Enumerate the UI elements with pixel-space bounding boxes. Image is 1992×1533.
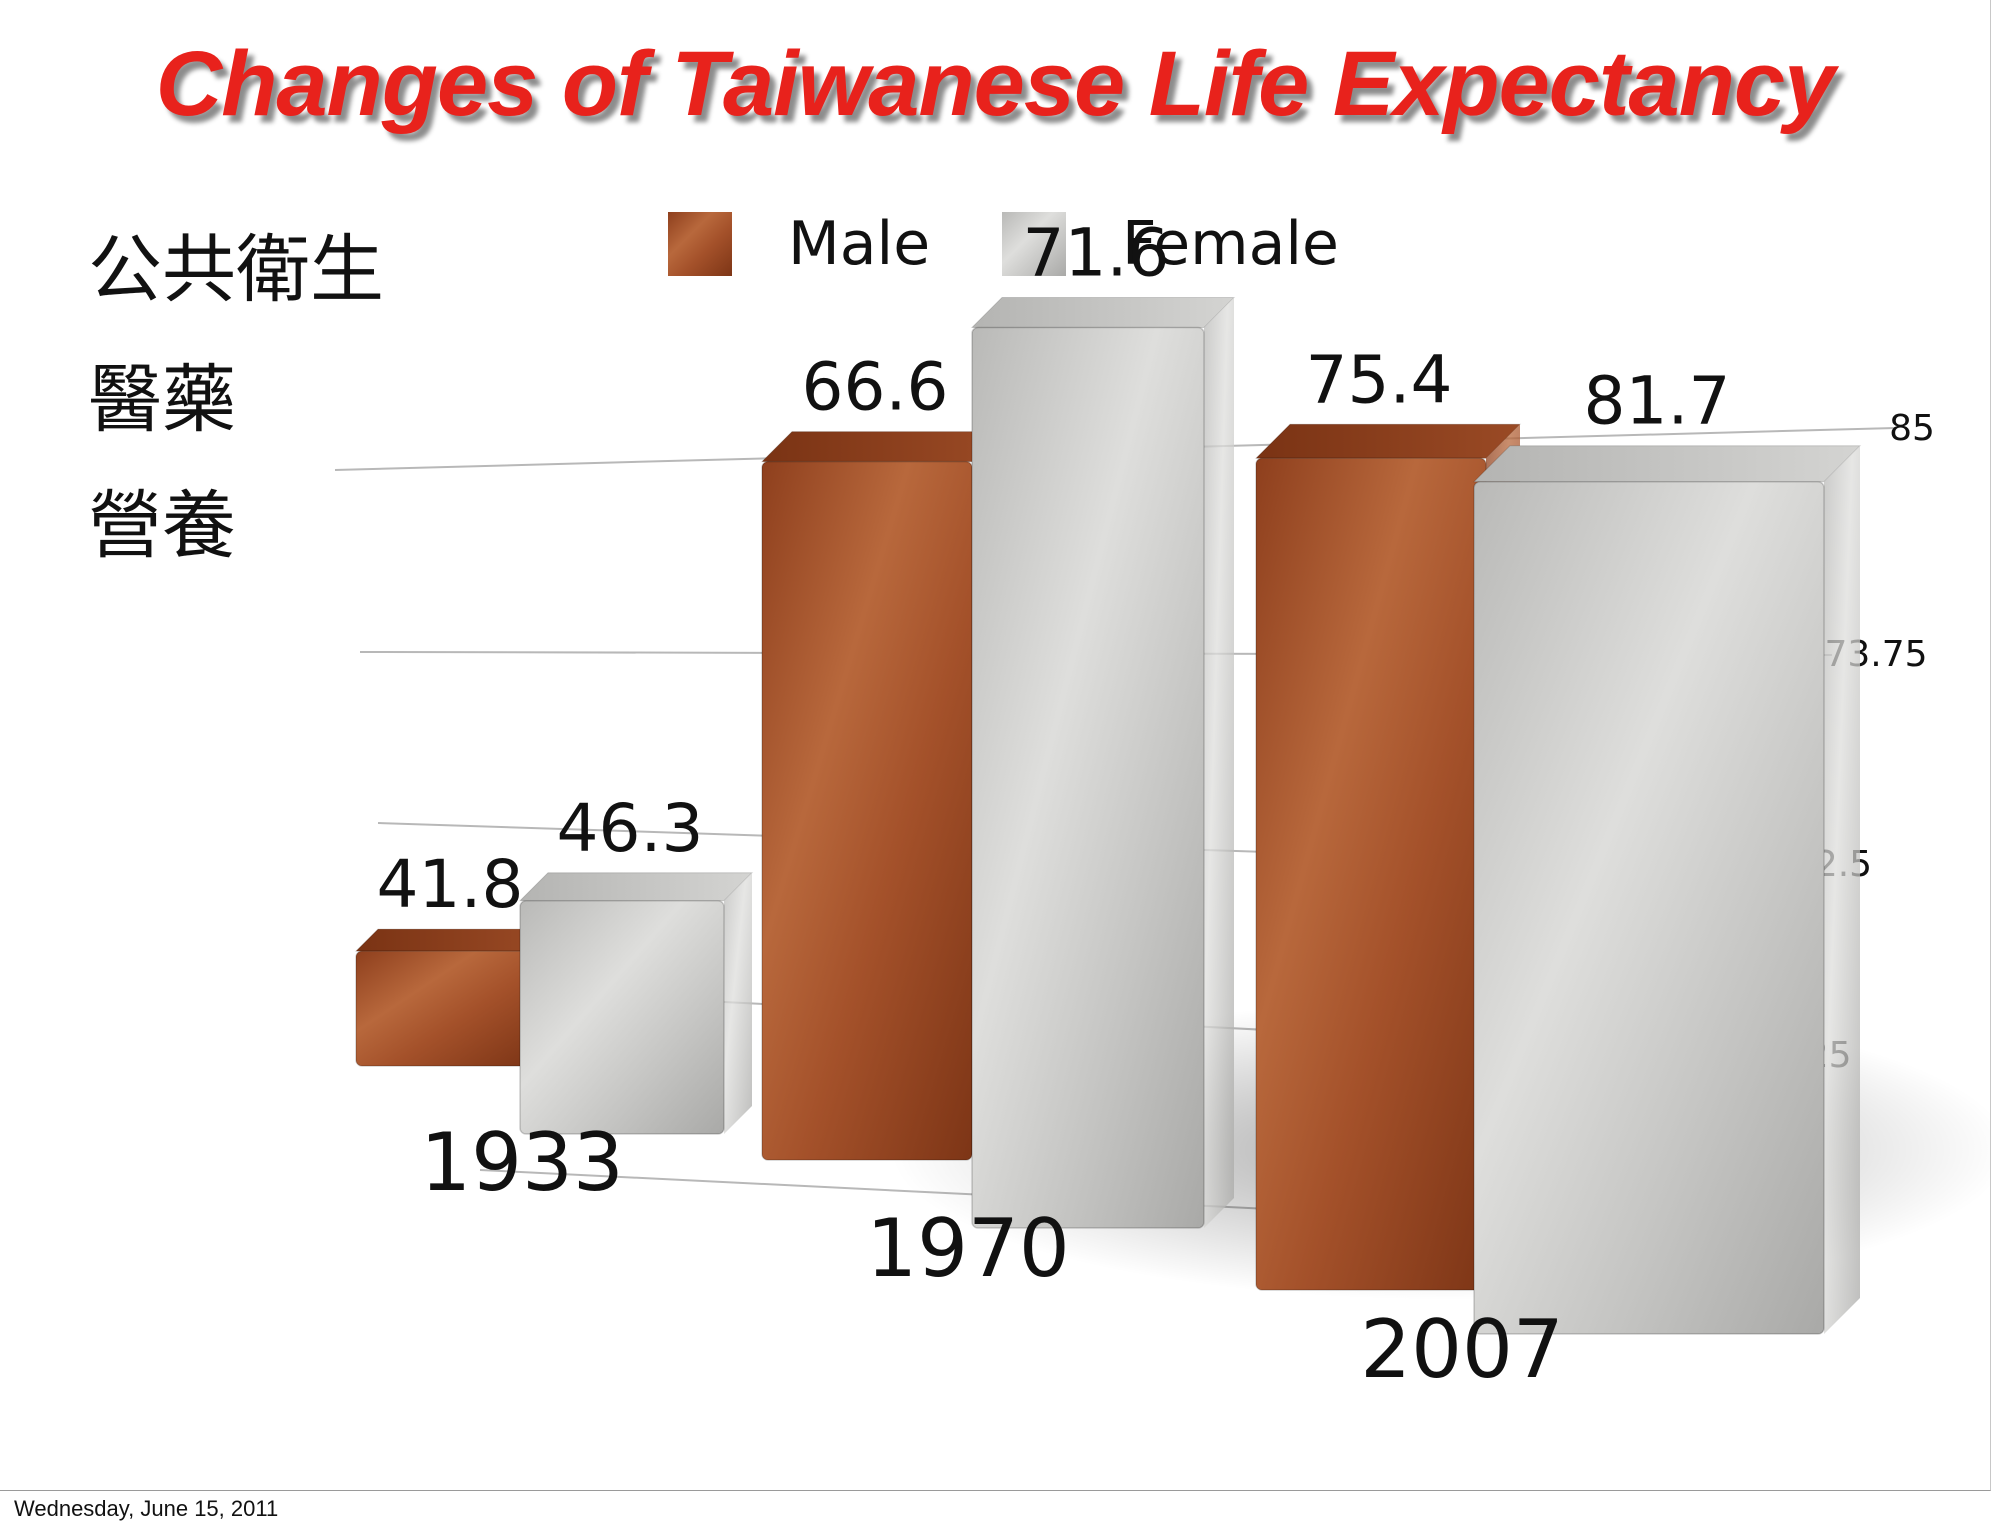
- bar-top-male-2007: [1254, 423, 1522, 459]
- bar-male-2007: [1255, 457, 1487, 1291]
- bar-male-1933: [355, 950, 529, 1067]
- category-label-1970: 1970: [866, 1202, 1070, 1295]
- slide: Changes of Taiwanese Life Expectancy 公共衛…: [0, 0, 1991, 1491]
- bar-female-2007: [1473, 480, 1825, 1335]
- legend-swatch-female: [1002, 212, 1066, 276]
- footer-date: Wednesday, June 15, 2011: [14, 1496, 279, 1521]
- bar-side-female-1933: [724, 872, 752, 1134]
- y-tick-label: 85: [1889, 408, 1935, 449]
- bar-top-female-1933: [518, 872, 754, 902]
- chart-title: Changes of Taiwanese Life Expectancy: [155, 33, 1836, 135]
- legend-label-female: Female: [1122, 209, 1339, 279]
- value-label-male-1933: 41.8: [377, 846, 524, 923]
- bar-top-female-2007: [1472, 445, 1862, 483]
- bar-side-female-1970: [1204, 297, 1234, 1228]
- category-label-1933: 1933: [420, 1116, 624, 1209]
- value-label-female-1970: 71.6: [1023, 214, 1170, 291]
- bar-male-1970: [761, 460, 973, 1161]
- bar-female-1970: [971, 326, 1205, 1229]
- bar-top-male-1970: [760, 431, 1004, 463]
- labels: 41.8 46.3 66.6 71.6 75.4 81.7 1933 1970 2007: [377, 214, 1731, 1396]
- value-label-female-1933: 46.3: [557, 790, 704, 867]
- bar-top-female-1970: [970, 296, 1236, 328]
- value-label-female-2007: 81.7: [1584, 363, 1731, 440]
- value-label-male-1970: 66.6: [802, 349, 949, 426]
- category-label-2007: 2007: [1360, 1303, 1564, 1396]
- legend-swatch-male: [668, 212, 732, 276]
- side-label-medicine: 醫藥: [88, 357, 236, 443]
- value-label-male-2007: 75.4: [1306, 341, 1453, 418]
- bars: [354, 296, 1990, 1335]
- bar-side-female-2007: [1824, 445, 1860, 1334]
- side-label-public-health: 公共衛生: [88, 227, 384, 313]
- bar-female-1933: [519, 900, 725, 1135]
- legend-label-male: Male: [788, 209, 931, 279]
- side-label-nutrition: 營養: [88, 483, 236, 569]
